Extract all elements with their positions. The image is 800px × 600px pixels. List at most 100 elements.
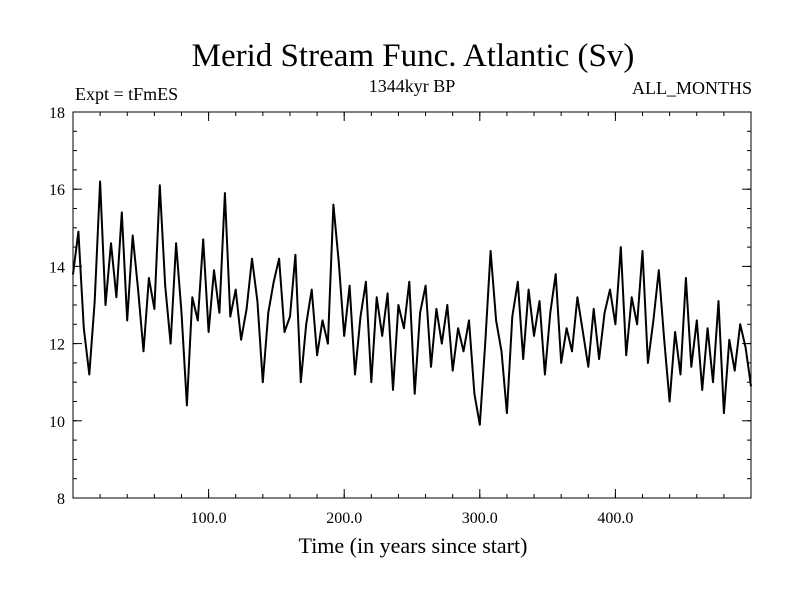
data-point [554, 273, 557, 275]
data-point [484, 342, 487, 345]
data-point [706, 327, 709, 329]
data-point [674, 331, 676, 333]
data-point [289, 315, 291, 318]
months-label: ALL_MONTHS [632, 78, 752, 98]
data-point [668, 400, 671, 403]
data-point [592, 308, 595, 310]
data-point [403, 327, 405, 329]
data-point [479, 423, 481, 426]
data-point [321, 319, 324, 322]
data-point [598, 358, 600, 360]
data-point [99, 180, 101, 183]
data-point [489, 250, 492, 252]
data-point [565, 327, 568, 329]
data-point [375, 296, 378, 299]
data-point [278, 257, 280, 260]
data-point [88, 373, 91, 376]
x-tick-label: 100.0 [191, 510, 227, 527]
x-tick-label: 200.0 [326, 510, 362, 527]
data-point [272, 281, 275, 283]
data-point [392, 389, 394, 391]
data-point [522, 358, 524, 360]
data-point [441, 342, 443, 345]
data-point [712, 381, 714, 384]
data-point [679, 373, 682, 376]
data-point [131, 234, 134, 237]
data-point [121, 211, 123, 214]
data-point [636, 323, 638, 326]
data-point [77, 230, 80, 233]
data-point [256, 300, 259, 302]
data-point [603, 311, 606, 314]
data-point [337, 261, 340, 264]
data-point [207, 331, 210, 333]
y-axis: 8 10 12 14 16 18 [49, 105, 751, 508]
data-point [213, 269, 215, 272]
data-point [625, 354, 628, 356]
x-tick-label: 400.0 [597, 510, 633, 527]
data-point [652, 319, 655, 322]
data-point [728, 338, 731, 341]
data-point [663, 338, 666, 341]
data-point [576, 296, 579, 299]
data-point [267, 311, 270, 314]
series-points [72, 180, 752, 426]
data-point [196, 319, 199, 322]
data-point [462, 350, 465, 353]
data-point [110, 242, 112, 245]
data-point [126, 319, 129, 322]
data-point [419, 311, 421, 314]
data-point [544, 373, 546, 376]
data-point [104, 304, 107, 306]
data-point [657, 269, 660, 272]
data-point [620, 246, 622, 248]
minor-ticks [73, 112, 751, 498]
data-point [723, 412, 725, 414]
data-point [549, 311, 552, 314]
data-point [506, 412, 508, 414]
data-point [571, 350, 573, 353]
y-tick-label: 10 [49, 414, 65, 431]
data-point [218, 311, 221, 314]
data-point [186, 404, 188, 407]
data-point [148, 277, 150, 279]
data-point [516, 281, 519, 283]
data-point [310, 288, 313, 291]
experiment-label: Expt = tFmES [75, 84, 178, 104]
data-point [294, 254, 297, 256]
data-point [685, 277, 687, 279]
data-point [614, 323, 617, 326]
data-point [305, 323, 308, 326]
data-point [413, 392, 416, 395]
data-point [191, 296, 194, 299]
y-tick-label: 16 [49, 182, 65, 199]
data-point [647, 362, 649, 364]
data-point [424, 284, 427, 287]
data-point [495, 319, 497, 322]
data-point [158, 184, 161, 187]
data-point [630, 296, 633, 299]
data-point [93, 300, 96, 302]
data-point [202, 238, 204, 241]
data-point [609, 288, 611, 291]
data-point [386, 292, 389, 295]
series-line [72, 180, 752, 426]
data-point [381, 335, 383, 337]
data-point [695, 319, 698, 322]
data-point [435, 308, 438, 310]
data-point [327, 342, 329, 345]
data-point [451, 369, 454, 372]
x-tick-label: 300.0 [462, 510, 498, 527]
data-point [701, 389, 703, 391]
data-point [538, 300, 541, 302]
y-tick-label: 18 [49, 105, 65, 122]
data-point [739, 323, 741, 326]
data-point [744, 346, 747, 349]
data-point [468, 319, 470, 322]
data-point [262, 381, 264, 384]
data-point [533, 335, 535, 337]
data-point [582, 331, 584, 333]
data-point [316, 354, 318, 356]
data-point [354, 373, 356, 376]
